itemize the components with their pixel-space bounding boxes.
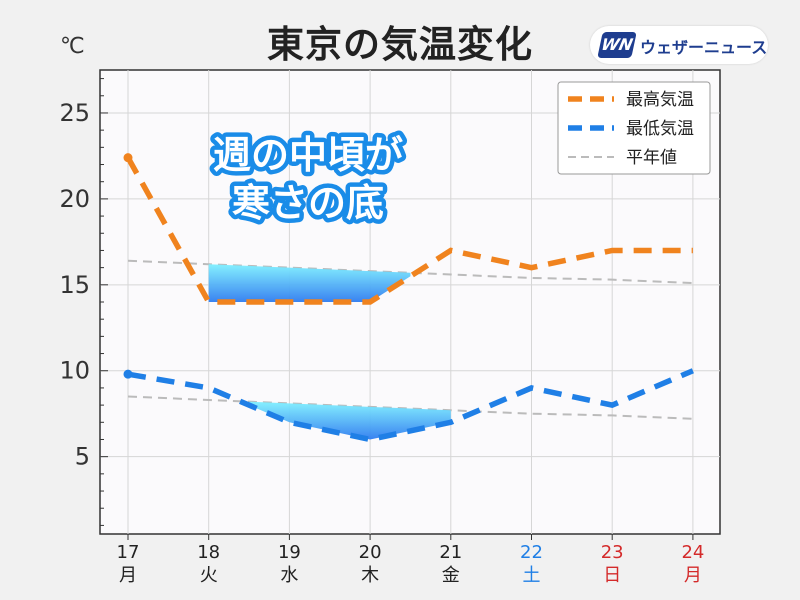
x-tick-label-day: 17	[117, 542, 140, 563]
y-tick-label: 15	[59, 271, 90, 299]
callout-line-1: 週の中頃が	[213, 133, 403, 177]
normal-temperature-line	[127, 395, 693, 420]
x-tick-label-weekday: 水	[280, 565, 298, 586]
cold-area-low	[249, 401, 451, 440]
x-tick-label-weekday: 日	[603, 565, 621, 586]
y-tick-label: 20	[59, 185, 90, 213]
min-temperature-point	[123, 369, 133, 379]
x-tick-label-weekday: 月	[119, 565, 137, 586]
x-tick-label-day: 20	[359, 542, 382, 563]
y-tick-label: 5	[75, 443, 90, 471]
x-tick-label-weekday: 木	[361, 565, 379, 586]
weathernews-logo: WN ウェザーニュース	[590, 26, 768, 64]
logo-text: ウェザーニュース	[640, 38, 768, 57]
cold-area-high	[208, 264, 411, 302]
callout-line-2: 寒さの底	[232, 181, 384, 225]
x-tick-label-weekday: 月	[684, 565, 702, 586]
x-tick-label-day: 21	[439, 542, 462, 563]
x-tick-label-day: 23	[601, 542, 624, 563]
legend	[557, 81, 711, 175]
x-tick-label-day: 19	[278, 542, 301, 563]
x-tick-label-weekday: 金	[442, 565, 460, 586]
min-temperature-line	[127, 368, 694, 443]
legend-max-temperature-label: 最高気温	[626, 90, 694, 110]
max-temperature-line	[125, 156, 693, 305]
x-tick-label-day: 24	[681, 542, 704, 563]
legend-normal-label: 平年値	[626, 148, 677, 168]
x-tick-label-day: 22	[520, 542, 543, 563]
x-tick-label-weekday: 土	[523, 565, 541, 586]
x-tick-label-weekday: 火	[200, 565, 218, 586]
y-tick-label: 25	[59, 99, 90, 127]
x-tick-label-day: 18	[197, 542, 220, 563]
chart-title: 東京の気温変化	[267, 23, 533, 66]
y-tick-label: 10	[59, 357, 90, 385]
max-temperature-point	[123, 153, 133, 163]
unit-label: ℃	[60, 34, 85, 59]
legend-min-temperature-label: 最低気温	[626, 119, 694, 139]
